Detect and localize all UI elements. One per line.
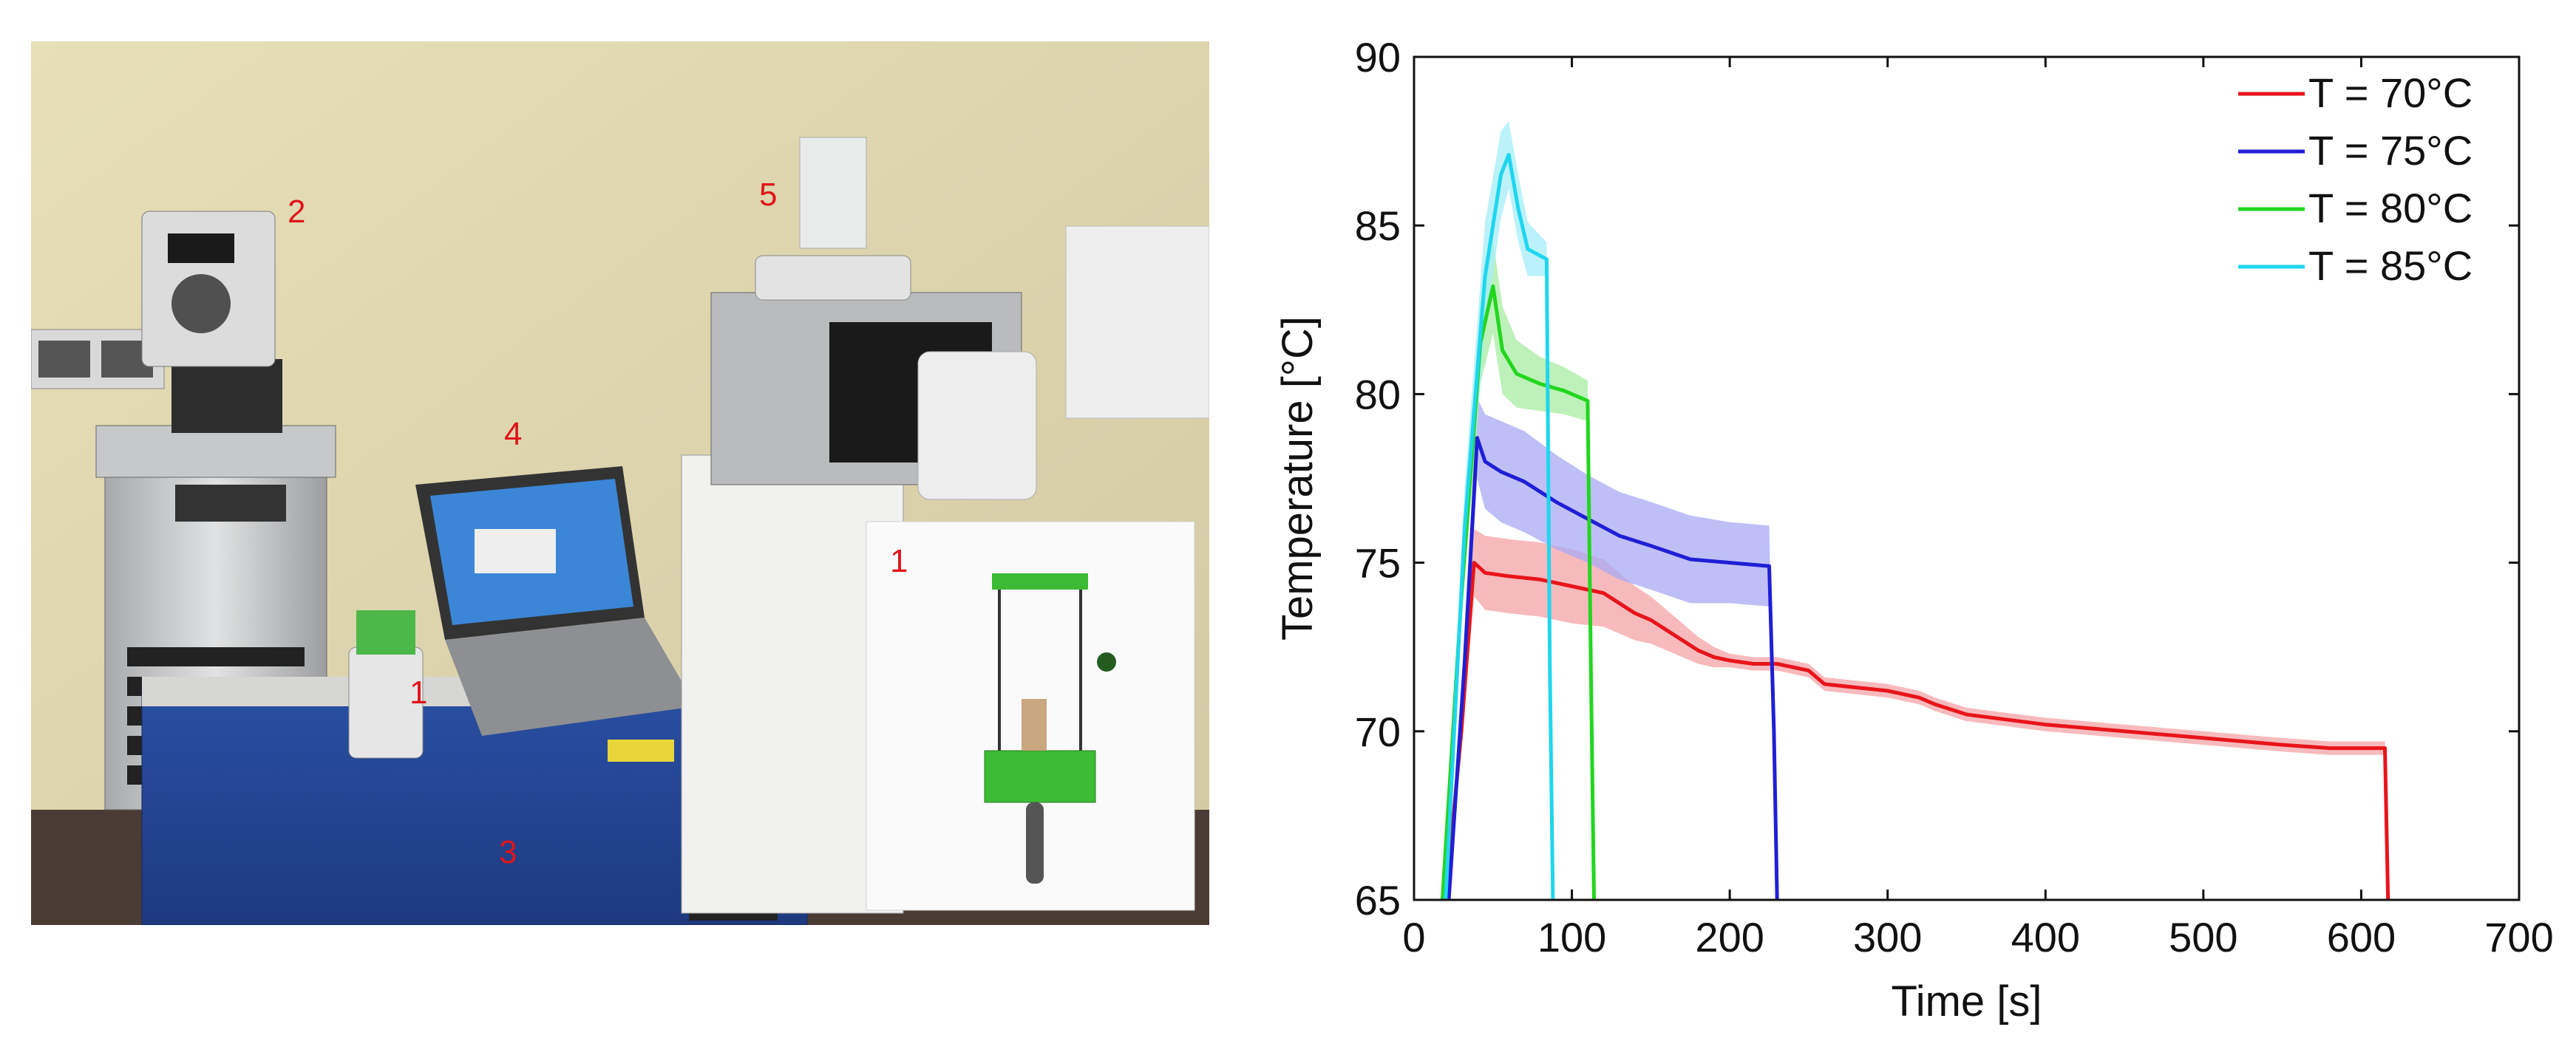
lab-photo: 1 2 3 4 5 1 xyxy=(31,41,1209,925)
legend-label-4: T = 85°C xyxy=(2308,242,2473,289)
inset-handle xyxy=(992,573,1088,590)
laptop-window xyxy=(475,529,556,573)
inset-base xyxy=(984,750,1096,803)
y-axis-title: Temperature [°C] xyxy=(1274,316,1322,641)
probe-holder-cap xyxy=(356,610,415,655)
warning-label xyxy=(608,740,674,762)
legend-label-3: T = 80°C xyxy=(2308,185,2473,231)
bath-display xyxy=(168,233,234,263)
socket-1 xyxy=(38,341,90,378)
photo-label-4: 4 xyxy=(504,416,522,452)
x-tick-label: 700 xyxy=(2484,914,2553,960)
legend-label-2: T = 75°C xyxy=(2308,127,2473,174)
plot-frame xyxy=(1413,55,2521,901)
chart-svg: 0 100 200 300 400 500 600 700 65 70 75 80 85 90 Time … xyxy=(1274,34,2554,1025)
hot-plate xyxy=(755,255,911,301)
x-tick-label: 100 xyxy=(1537,914,1606,960)
photo-label-3: 3 xyxy=(499,834,517,870)
series-lines xyxy=(1440,152,2390,901)
bath-head-base xyxy=(171,359,282,433)
bath-vent-1 xyxy=(127,647,305,666)
uncertainty-bands xyxy=(1442,120,2388,901)
photo-label-2: 2 xyxy=(288,194,305,230)
bath-handle xyxy=(175,485,286,522)
inset-plug xyxy=(1097,652,1116,672)
jerrycan xyxy=(917,351,1037,500)
y-tick-label: 85 xyxy=(1355,202,1401,249)
x-tick-label: 500 xyxy=(2169,914,2237,960)
band-series-3 xyxy=(1442,239,1594,900)
lab-photo-drawing: 1 2 3 4 5 1 xyxy=(31,41,1209,925)
y-tick-label: 90 xyxy=(1355,34,1401,81)
inset-sample xyxy=(1022,699,1047,751)
x-tick-label: 200 xyxy=(1695,914,1764,960)
inset-label: 1 xyxy=(890,543,908,579)
y-tick-label: 80 xyxy=(1355,371,1401,417)
photo-label-5: 5 xyxy=(759,177,777,213)
axis-ticks: 0 100 200 300 400 500 600 700 65 70 75 80 85 90 xyxy=(1355,34,2554,960)
temperature-chart: 0 100 200 300 400 500 600 700 65 70 75 80 85 90 Time … xyxy=(1242,0,2576,1054)
legend: T = 70°C T = 75°C T = 80°C T = 85°C xyxy=(2238,69,2473,289)
laptop-base xyxy=(445,618,696,736)
beaker xyxy=(799,137,867,249)
x-axis-title: Time [s] xyxy=(1891,977,2042,1025)
legend-label-1: T = 70°C xyxy=(2308,69,2473,116)
band-series-2 xyxy=(1449,397,1778,900)
y-tick-label: 75 xyxy=(1355,540,1401,587)
band-series-1 xyxy=(1445,529,2388,900)
y-tick-label: 65 xyxy=(1355,877,1401,924)
line-series-4 xyxy=(1444,152,1555,901)
x-tick-label: 600 xyxy=(2327,914,2396,960)
x-tick-label: 0 xyxy=(1402,914,1425,960)
y-tick-label: 70 xyxy=(1355,709,1401,755)
x-tick-label: 300 xyxy=(1853,914,1922,960)
line-series-1 xyxy=(1444,561,2390,901)
bath-lid xyxy=(95,425,336,478)
bath-knob xyxy=(171,274,231,333)
photo-label-1: 1 xyxy=(409,675,427,711)
inset-tube xyxy=(1026,802,1044,884)
x-tick-label: 400 xyxy=(2011,914,2080,960)
shelf-boxes xyxy=(1065,225,1209,419)
